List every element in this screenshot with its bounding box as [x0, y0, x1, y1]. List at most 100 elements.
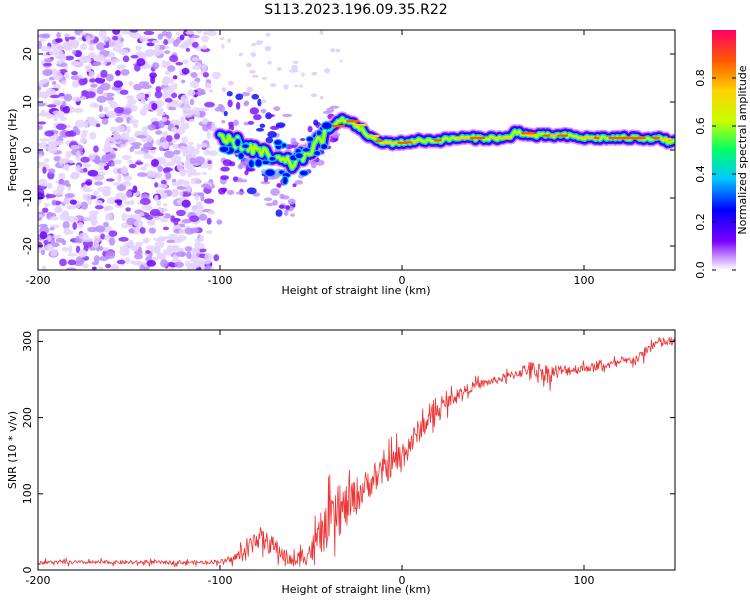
- heatmap-blob: [87, 57, 92, 63]
- heatmap-blob: [115, 116, 124, 124]
- heatmap-blob: [157, 33, 163, 40]
- heatmap-blob: [134, 253, 143, 260]
- heatmap-blob: [203, 31, 209, 36]
- heatmap-blob: [187, 173, 192, 178]
- heatmap-blob: [207, 160, 212, 165]
- snr-plot-area: [38, 337, 675, 567]
- heatmap-blob: [189, 98, 195, 106]
- heatmap-blob: [189, 157, 197, 164]
- heatmap-blob: [136, 172, 148, 177]
- heatmap-y-axis-label: Frequency (Hz): [6, 109, 19, 192]
- heatmap-blob: [92, 176, 100, 181]
- heatmap-blob: [232, 176, 239, 182]
- heatmap-blob: [176, 163, 184, 172]
- heatmap-blob: [39, 183, 51, 187]
- heatmap-blob: [83, 184, 88, 192]
- heatmap-blob: [71, 70, 78, 76]
- heatmap-ridge: [213, 111, 675, 176]
- x-tick-label: -200: [26, 274, 51, 287]
- heatmap-blob: [202, 118, 209, 125]
- snr-frame: [37, 329, 676, 571]
- snr-x-axis-label: Height of straight line (km): [281, 583, 430, 596]
- heatmap-blob: [294, 179, 304, 185]
- heatmap-blob: [81, 263, 90, 269]
- heatmap-blob: [188, 118, 196, 123]
- heatmap-blob: [158, 146, 164, 152]
- heatmap-blob: [139, 197, 151, 206]
- heatmap-blob: [221, 187, 228, 193]
- heatmap-blob: [292, 183, 297, 188]
- heatmap-blob: [264, 45, 272, 52]
- heatmap-blob: [120, 132, 130, 140]
- heatmap-blob: [200, 258, 212, 265]
- heatmap-blob: [161, 141, 169, 150]
- heatmap-blob: [88, 45, 95, 52]
- heatmap-blob: [257, 98, 262, 107]
- colorbar-label: Normalized spectral amplitude: [736, 65, 749, 234]
- heatmap-blob: [49, 227, 55, 231]
- heatmap-blob: [64, 163, 70, 172]
- heatmap-blob: [44, 58, 54, 63]
- heatmap-blob: [83, 216, 94, 222]
- heatmap-blob: [121, 154, 132, 161]
- heatmap-blob: [201, 45, 208, 50]
- heatmap-blob: [130, 32, 142, 39]
- heatmap-blob: [202, 71, 209, 78]
- heatmap-blob: [339, 59, 343, 62]
- heatmap-blob: [322, 110, 331, 114]
- heatmap-blob: [164, 50, 171, 55]
- heatmap-blob: [205, 230, 213, 235]
- heatmap-blob: [123, 242, 135, 247]
- heatmap-blob: [172, 75, 178, 80]
- heatmap-blob: [292, 60, 299, 64]
- heatmap-blob: [175, 61, 184, 66]
- heatmap-blob: [69, 41, 79, 49]
- heatmap-blob: [67, 259, 77, 266]
- heatmap-blob: [38, 102, 46, 107]
- heatmap-blob: [263, 175, 269, 183]
- heatmap-blob: [199, 143, 208, 148]
- heatmap-blob: [103, 206, 109, 212]
- heatmap-blob: [132, 185, 138, 193]
- heatmap-blob: [53, 70, 61, 74]
- heatmap-blob: [260, 99, 267, 104]
- heatmap-blob: [80, 96, 87, 101]
- heatmap-blob: [121, 213, 128, 220]
- heatmap-blob: [83, 167, 88, 173]
- heatmap-blob: [38, 90, 43, 98]
- snr-series-line: [38, 337, 675, 567]
- heatmap-blob: [160, 192, 168, 199]
- heatmap-blob: [213, 254, 220, 262]
- heatmap-blob: [128, 163, 137, 169]
- heatmap-blob: [52, 99, 63, 106]
- heatmap-blob: [109, 101, 118, 109]
- heatmap-blob: [41, 207, 49, 213]
- heatmap-blob: [198, 235, 205, 243]
- heatmap-blob: [116, 125, 125, 133]
- heatmap-blob: [145, 250, 151, 255]
- heatmap-blob: [251, 74, 259, 78]
- x-tick-label: -100: [208, 574, 233, 587]
- heatmap-blob: [140, 166, 147, 171]
- heatmap-blob: [80, 201, 89, 210]
- heatmap-blob: [75, 245, 81, 254]
- heatmap-blob: [136, 58, 146, 67]
- x-tick-label: 0: [399, 274, 406, 287]
- heatmap-blob: [186, 37, 195, 43]
- heatmap-blob: [255, 40, 262, 46]
- heatmap-blob: [222, 159, 233, 167]
- heatmap-blob: [175, 31, 180, 36]
- heatmap-blob: [202, 171, 207, 175]
- heatmap-blob: [65, 267, 77, 270]
- heatmap-blob: [96, 42, 106, 51]
- heatmap-blob: [157, 183, 168, 189]
- heatmap-blob: [251, 42, 256, 47]
- heatmap-blob: [95, 199, 103, 206]
- heatmap-blob: [71, 96, 82, 102]
- heatmap-blob: [161, 78, 170, 86]
- heatmap-blob: [173, 133, 181, 140]
- heatmap-blob: [64, 193, 75, 199]
- heatmap-blob: [311, 71, 318, 76]
- heatmap-blob: [98, 113, 106, 118]
